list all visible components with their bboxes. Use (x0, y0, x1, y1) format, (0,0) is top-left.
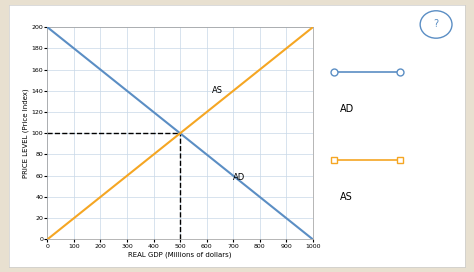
Text: AS: AS (340, 191, 353, 202)
X-axis label: REAL GDP (Millions of dollars): REAL GDP (Millions of dollars) (128, 251, 232, 258)
Text: AS: AS (212, 86, 223, 95)
Text: AD: AD (340, 104, 355, 114)
Text: ?: ? (434, 20, 438, 29)
Text: AD: AD (233, 173, 246, 182)
Y-axis label: PRICE LEVEL (Price Index): PRICE LEVEL (Price Index) (22, 88, 29, 178)
